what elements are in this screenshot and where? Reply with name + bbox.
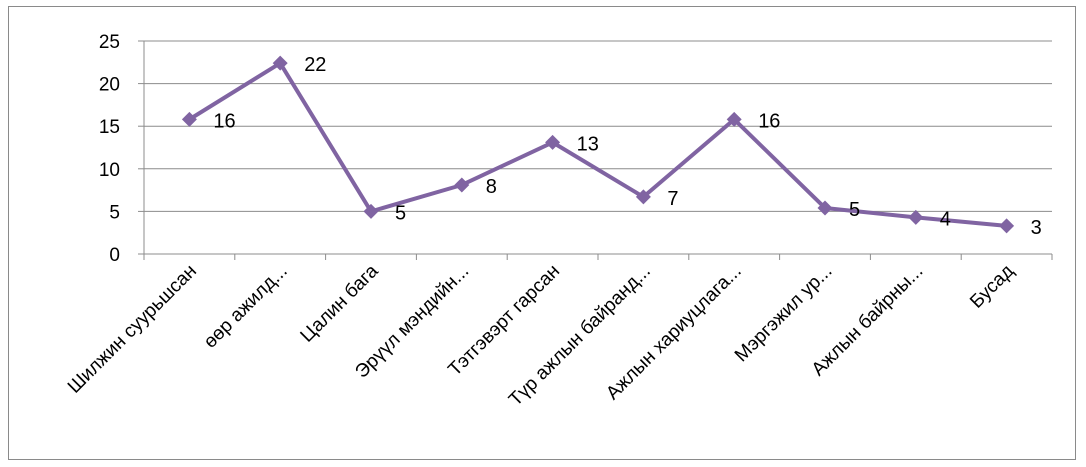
y-tick-label: 15	[99, 117, 120, 138]
series-layer: 16 22 5 8 13 7 16 5 4 3	[181, 54, 1042, 239]
data-label: 5	[849, 199, 860, 221]
data-point-marker	[817, 200, 833, 216]
data-point-marker	[181, 111, 197, 127]
data-point-marker	[999, 218, 1015, 234]
y-tick-label: 0	[109, 245, 120, 266]
y-tick-label: 25	[99, 32, 120, 53]
data-point-marker	[908, 209, 924, 225]
data-point-marker	[363, 203, 379, 219]
axes	[138, 40, 1053, 260]
data-label: 4	[940, 208, 951, 230]
series-line	[188, 61, 1007, 228]
data-point-marker	[635, 189, 651, 205]
x-category-label: өөр ажилд...	[200, 261, 292, 353]
chart-frame	[8, 6, 1076, 460]
x-category-label: Цалин бага	[297, 260, 383, 346]
data-point-marker	[454, 177, 470, 193]
data-label: 8	[486, 176, 497, 198]
y-axis-ticks: 0 5 10 15 20 25	[99, 32, 120, 266]
x-category-label: Шилжин суурьшсан	[64, 261, 201, 398]
data-point-marker	[272, 55, 288, 71]
y-tick-label: 5	[109, 202, 120, 223]
data-label: 16	[213, 110, 235, 132]
y-tick-label: 20	[99, 75, 120, 96]
data-label: 22	[304, 54, 326, 76]
data-label: 7	[667, 188, 678, 210]
data-label: 16	[758, 110, 780, 132]
data-label: 13	[577, 133, 599, 155]
data-point-marker	[726, 111, 742, 127]
x-category-label: Мэргэжил ур...	[731, 261, 837, 367]
data-label: 5	[395, 202, 406, 224]
data-point-marker	[545, 134, 561, 150]
data-label: 3	[1031, 217, 1042, 239]
x-category-label: Бусад	[966, 261, 1018, 313]
y-tick-label: 10	[99, 160, 120, 181]
